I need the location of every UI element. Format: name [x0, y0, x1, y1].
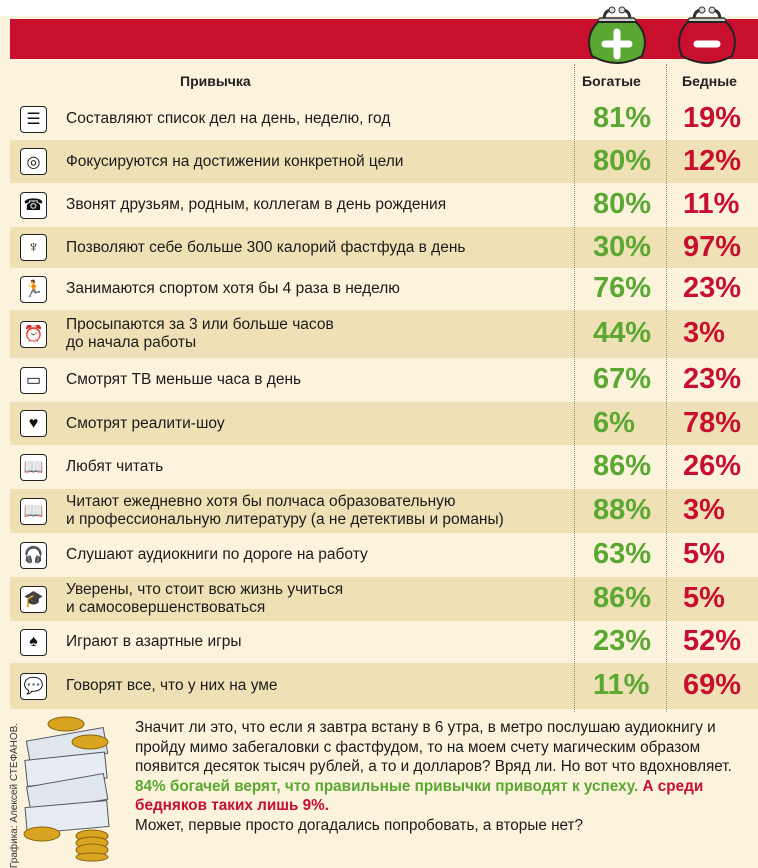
poor-percent: 5% [683, 538, 725, 570]
fork-icon: ♆ [20, 234, 47, 261]
book-icon: 📖 [20, 453, 47, 481]
graduation-cap-icon: 🎓 [20, 585, 47, 613]
poor-percent: 5% [683, 582, 725, 614]
habit-label: Играют в азартные игры [66, 633, 242, 650]
phone-icon: ☎ [20, 191, 47, 219]
top-strip [0, 0, 758, 16]
book-icon: 📖 [20, 497, 47, 525]
conclusion-text: Значит ли это, что если я завтра встану … [135, 718, 755, 836]
poor-percent: 23% [683, 272, 742, 304]
poor-purse-icon [678, 6, 736, 64]
habit-label: Позволяют себе больше 300 калорий фастфу… [66, 238, 466, 256]
poor-percent: 69% [683, 669, 742, 701]
rich-percent: 6% [593, 406, 635, 439]
poor-percent: 3% [683, 317, 725, 349]
alarm-clock-icon: ⏰ [20, 320, 47, 348]
poor-percent: 3% [683, 494, 725, 526]
graphics-credit: Графика: Алексей СТЕФАНОВ. [9, 722, 21, 868]
rich-percent: 30% [593, 230, 652, 263]
note-question: Может, первые просто догадались попробов… [135, 816, 584, 834]
column-divider [574, 64, 576, 712]
rich-purse-icon [588, 6, 646, 64]
rich-percent: 63% [593, 538, 652, 570]
speech-bubble-icon: 💬 [20, 672, 47, 700]
poor-percent: 11% [683, 188, 740, 220]
habit-label: Звонят друзьям, родным, коллегам в день … [66, 196, 447, 213]
table-row: 💬 Говорят все, что у них на уме 11% 69% [10, 663, 758, 709]
target-icon: ◎ [20, 148, 47, 175]
column-header-poor: Бедные [682, 73, 737, 89]
habit-label: Занимаются спортом хотя бы 4 раза в неде… [66, 280, 400, 297]
column-header-rich: Богатые [582, 73, 641, 89]
poor-percent: 26% [683, 450, 742, 482]
table-row: ♥ Смотрят реалити-шоу 6% 78% [10, 402, 758, 445]
rich-percent: 86% [593, 450, 652, 482]
habit-label: Уверены, что стоит всю жизнь учиться и с… [66, 581, 344, 616]
table-row: ♆ Позволяют себе больше 300 калорий фастф… [10, 227, 758, 268]
poor-percent: 78% [683, 406, 742, 439]
habit-label: Смотрят ТВ меньше часа в день [66, 371, 302, 388]
spade-icon: ♠ [20, 628, 47, 656]
rich-highlight: 84% богачей верят, что правильные привыч… [135, 777, 639, 795]
runner-icon: 🏃 [20, 275, 47, 303]
habit-label: Читают ежедневно хотя бы полчаса образов… [66, 493, 504, 528]
rich-percent: 44% [593, 317, 652, 349]
habit-label: Смотрят реалити-шоу [66, 414, 225, 432]
table-row: 🏃 Занимаются спортом хотя бы 4 раза в нед… [10, 268, 758, 310]
rich-percent: 80% [593, 188, 652, 220]
poor-percent: 52% [683, 625, 742, 657]
poor-highlight: А среди бедняков таких лишь 9%. [135, 777, 704, 815]
money-stack-icon [23, 716, 110, 862]
tv-icon: ▭ [20, 366, 47, 394]
table-row: ▭ Смотрят ТВ меньше часа в день 67% 23% [10, 358, 758, 402]
habit-label: Говорят все, что у них на уме [66, 677, 278, 694]
table-row: 🎧 Слушают аудиокниги по дороге на работу 6… [10, 533, 758, 577]
rich-percent: 67% [593, 363, 652, 395]
rich-percent: 88% [593, 494, 652, 526]
table-row: 📖 Читают ежедневно хотя бы полчаса образо… [10, 489, 758, 533]
table-row: ⏰ Просыпаются за 3 или больше часов до на… [10, 310, 758, 358]
table-row: 📖 Любят читать 86% 26% [10, 445, 758, 489]
table-row: ☎ Звонят друзьям, родным, коллегам в день… [10, 183, 758, 227]
table-row: ☰ Составляют список дел на день, неделю, … [10, 98, 758, 140]
column-header-habit: Привычка [180, 73, 251, 89]
rich-percent: 80% [593, 144, 652, 177]
note-text: Значит ли это, что если я завтра встану … [135, 719, 732, 776]
poor-percent: 23% [683, 363, 742, 395]
poor-percent: 12% [683, 144, 742, 177]
checklist-icon: ☰ [20, 105, 47, 133]
column-divider [666, 64, 668, 712]
habit-label: Любят читать [66, 458, 164, 475]
tv-heart-icon: ♥ [20, 410, 47, 437]
poor-percent: 97% [683, 230, 742, 263]
poor-percent: 19% [683, 102, 742, 134]
table-row: ♠ Играют в азартные игры 23% 52% [10, 621, 758, 663]
headphones-icon: 🎧 [20, 541, 47, 569]
rich-percent: 23% [593, 625, 652, 657]
rich-percent: 86% [593, 582, 652, 614]
table-row: ◎ Фокусируются на достижении конкретной ц… [10, 140, 758, 183]
rich-percent: 81% [593, 102, 652, 134]
habit-label: Просыпаются за 3 или больше часов до нач… [66, 316, 334, 351]
rich-percent: 76% [593, 272, 652, 304]
habit-label: Фокусируются на достижении конкретной це… [66, 152, 404, 170]
habit-label: Составляют список дел на день, неделю, г… [66, 110, 391, 127]
table-row: 🎓 Уверены, что стоит всю жизнь учиться и … [10, 577, 758, 621]
rich-percent: 11% [593, 669, 650, 701]
habit-label: Слушают аудиокниги по дороге на работу [66, 546, 368, 563]
